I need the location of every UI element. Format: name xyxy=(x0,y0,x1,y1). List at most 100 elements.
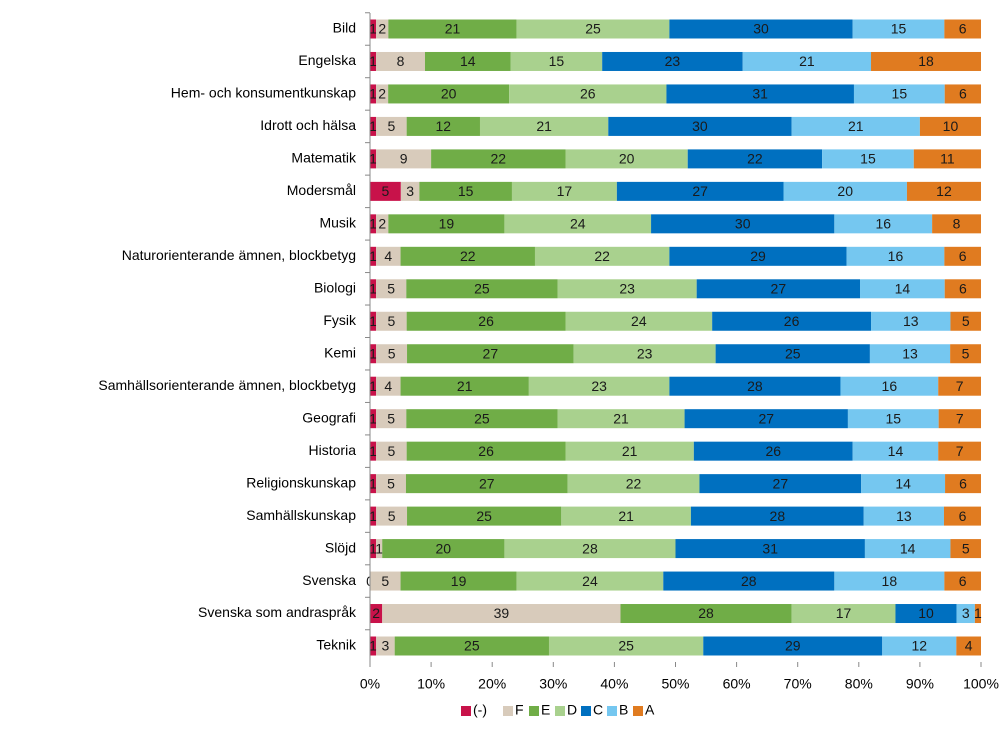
data-label: 15 xyxy=(860,151,876,167)
data-label: 15 xyxy=(458,183,474,199)
bar-segment xyxy=(895,604,957,624)
bar-segment xyxy=(919,116,981,136)
legend-label: D xyxy=(567,702,577,718)
data-label: 1 xyxy=(369,540,377,556)
data-label: 1 xyxy=(369,280,377,296)
legend-swatch xyxy=(633,706,643,716)
data-label: 7 xyxy=(956,378,964,394)
data-label: 1 xyxy=(369,118,377,134)
data-label: 29 xyxy=(785,638,801,654)
data-label: 1 xyxy=(369,475,377,491)
x-tick-label: 70% xyxy=(784,676,812,692)
bar-segment xyxy=(573,344,716,364)
bar-segment xyxy=(938,376,981,396)
bar-segment xyxy=(860,279,945,299)
bar-segment xyxy=(693,441,853,461)
data-label: 26 xyxy=(765,443,781,459)
bar-segment xyxy=(400,181,420,201)
data-label: 21 xyxy=(618,508,634,524)
bar-segment xyxy=(869,344,951,364)
data-label: 2 xyxy=(378,86,386,102)
bar-segment xyxy=(376,214,389,234)
bar-segment xyxy=(382,539,505,559)
data-label: 27 xyxy=(771,280,787,296)
y-tick-label: Samhällsorienterande ämnen, blockbetyg xyxy=(98,377,356,393)
bar-segment xyxy=(871,311,951,331)
data-label: 39 xyxy=(494,605,510,621)
bar-segment xyxy=(548,636,704,656)
bar-segment xyxy=(663,571,835,591)
data-label: 27 xyxy=(479,475,495,491)
bar-segment xyxy=(516,571,664,591)
data-label: 2 xyxy=(378,216,386,232)
data-label: 20 xyxy=(619,151,635,167)
bar-segment xyxy=(376,506,408,526)
data-label: 23 xyxy=(665,53,681,69)
bar-segment xyxy=(370,571,401,591)
bar-segment xyxy=(504,214,652,234)
data-label: 21 xyxy=(613,410,629,426)
data-label: 5 xyxy=(387,475,395,491)
bar-segment xyxy=(511,181,617,201)
data-label: 12 xyxy=(936,183,952,199)
data-label: 21 xyxy=(848,118,864,134)
data-label: 22 xyxy=(460,248,476,264)
x-tick-label: 100% xyxy=(963,676,999,692)
y-tick-label: Slöjd xyxy=(325,539,356,555)
bar-segment xyxy=(370,116,377,136)
data-label: 12 xyxy=(436,118,452,134)
bar-segment xyxy=(406,279,558,299)
bar-segment xyxy=(407,506,562,526)
bar-segment xyxy=(479,116,609,136)
data-label: 3 xyxy=(406,183,414,199)
bar-segment xyxy=(699,474,862,494)
bar-segment xyxy=(822,149,914,169)
bar-segment xyxy=(565,441,694,461)
data-label: 18 xyxy=(918,53,934,69)
data-label: 1 xyxy=(369,410,377,426)
bar-segment xyxy=(509,84,667,104)
data-label: 1 xyxy=(369,443,377,459)
bar-segment xyxy=(504,539,676,559)
data-label: 5 xyxy=(388,508,396,524)
bar-segment xyxy=(370,441,377,461)
y-tick-label: Samhällskunskap xyxy=(246,507,356,523)
data-label: 1 xyxy=(369,638,377,654)
bar-segment xyxy=(791,604,896,624)
data-label: 1 xyxy=(974,605,982,621)
bar-segment xyxy=(375,474,406,494)
data-label: 8 xyxy=(397,53,405,69)
bar-segment xyxy=(669,19,853,39)
bar-segment xyxy=(376,539,383,559)
bar-segment xyxy=(840,376,939,396)
bar-segment xyxy=(370,376,377,396)
bar-segment xyxy=(690,506,864,526)
y-tick-label: Modersmål xyxy=(287,182,356,198)
data-label: 30 xyxy=(753,21,769,37)
bar-segment xyxy=(932,214,981,234)
data-label: 14 xyxy=(460,53,476,69)
data-label: 27 xyxy=(692,183,708,199)
data-label: 21 xyxy=(799,53,815,69)
data-label: 28 xyxy=(698,605,714,621)
y-tick-label: Kemi xyxy=(324,344,356,360)
data-label: 4 xyxy=(384,378,392,394)
data-label: 17 xyxy=(836,605,852,621)
x-tick-label: 40% xyxy=(600,676,628,692)
bar-segment xyxy=(669,246,847,266)
y-tick-label: Musik xyxy=(319,215,357,231)
bar-segment xyxy=(394,636,549,656)
bar-segment xyxy=(534,246,670,266)
legend-swatch xyxy=(555,706,565,716)
bar-segment xyxy=(370,604,383,624)
data-label: 11 xyxy=(940,151,955,167)
data-label: 15 xyxy=(891,21,907,37)
data-label: 5 xyxy=(381,573,389,589)
y-tick-label: Biologi xyxy=(314,279,356,295)
bar-segment xyxy=(406,409,558,429)
data-label: 24 xyxy=(631,313,647,329)
data-label: 13 xyxy=(896,508,912,524)
data-label: 13 xyxy=(902,345,918,361)
bar-segment xyxy=(376,116,407,136)
data-label: 10 xyxy=(918,605,934,621)
